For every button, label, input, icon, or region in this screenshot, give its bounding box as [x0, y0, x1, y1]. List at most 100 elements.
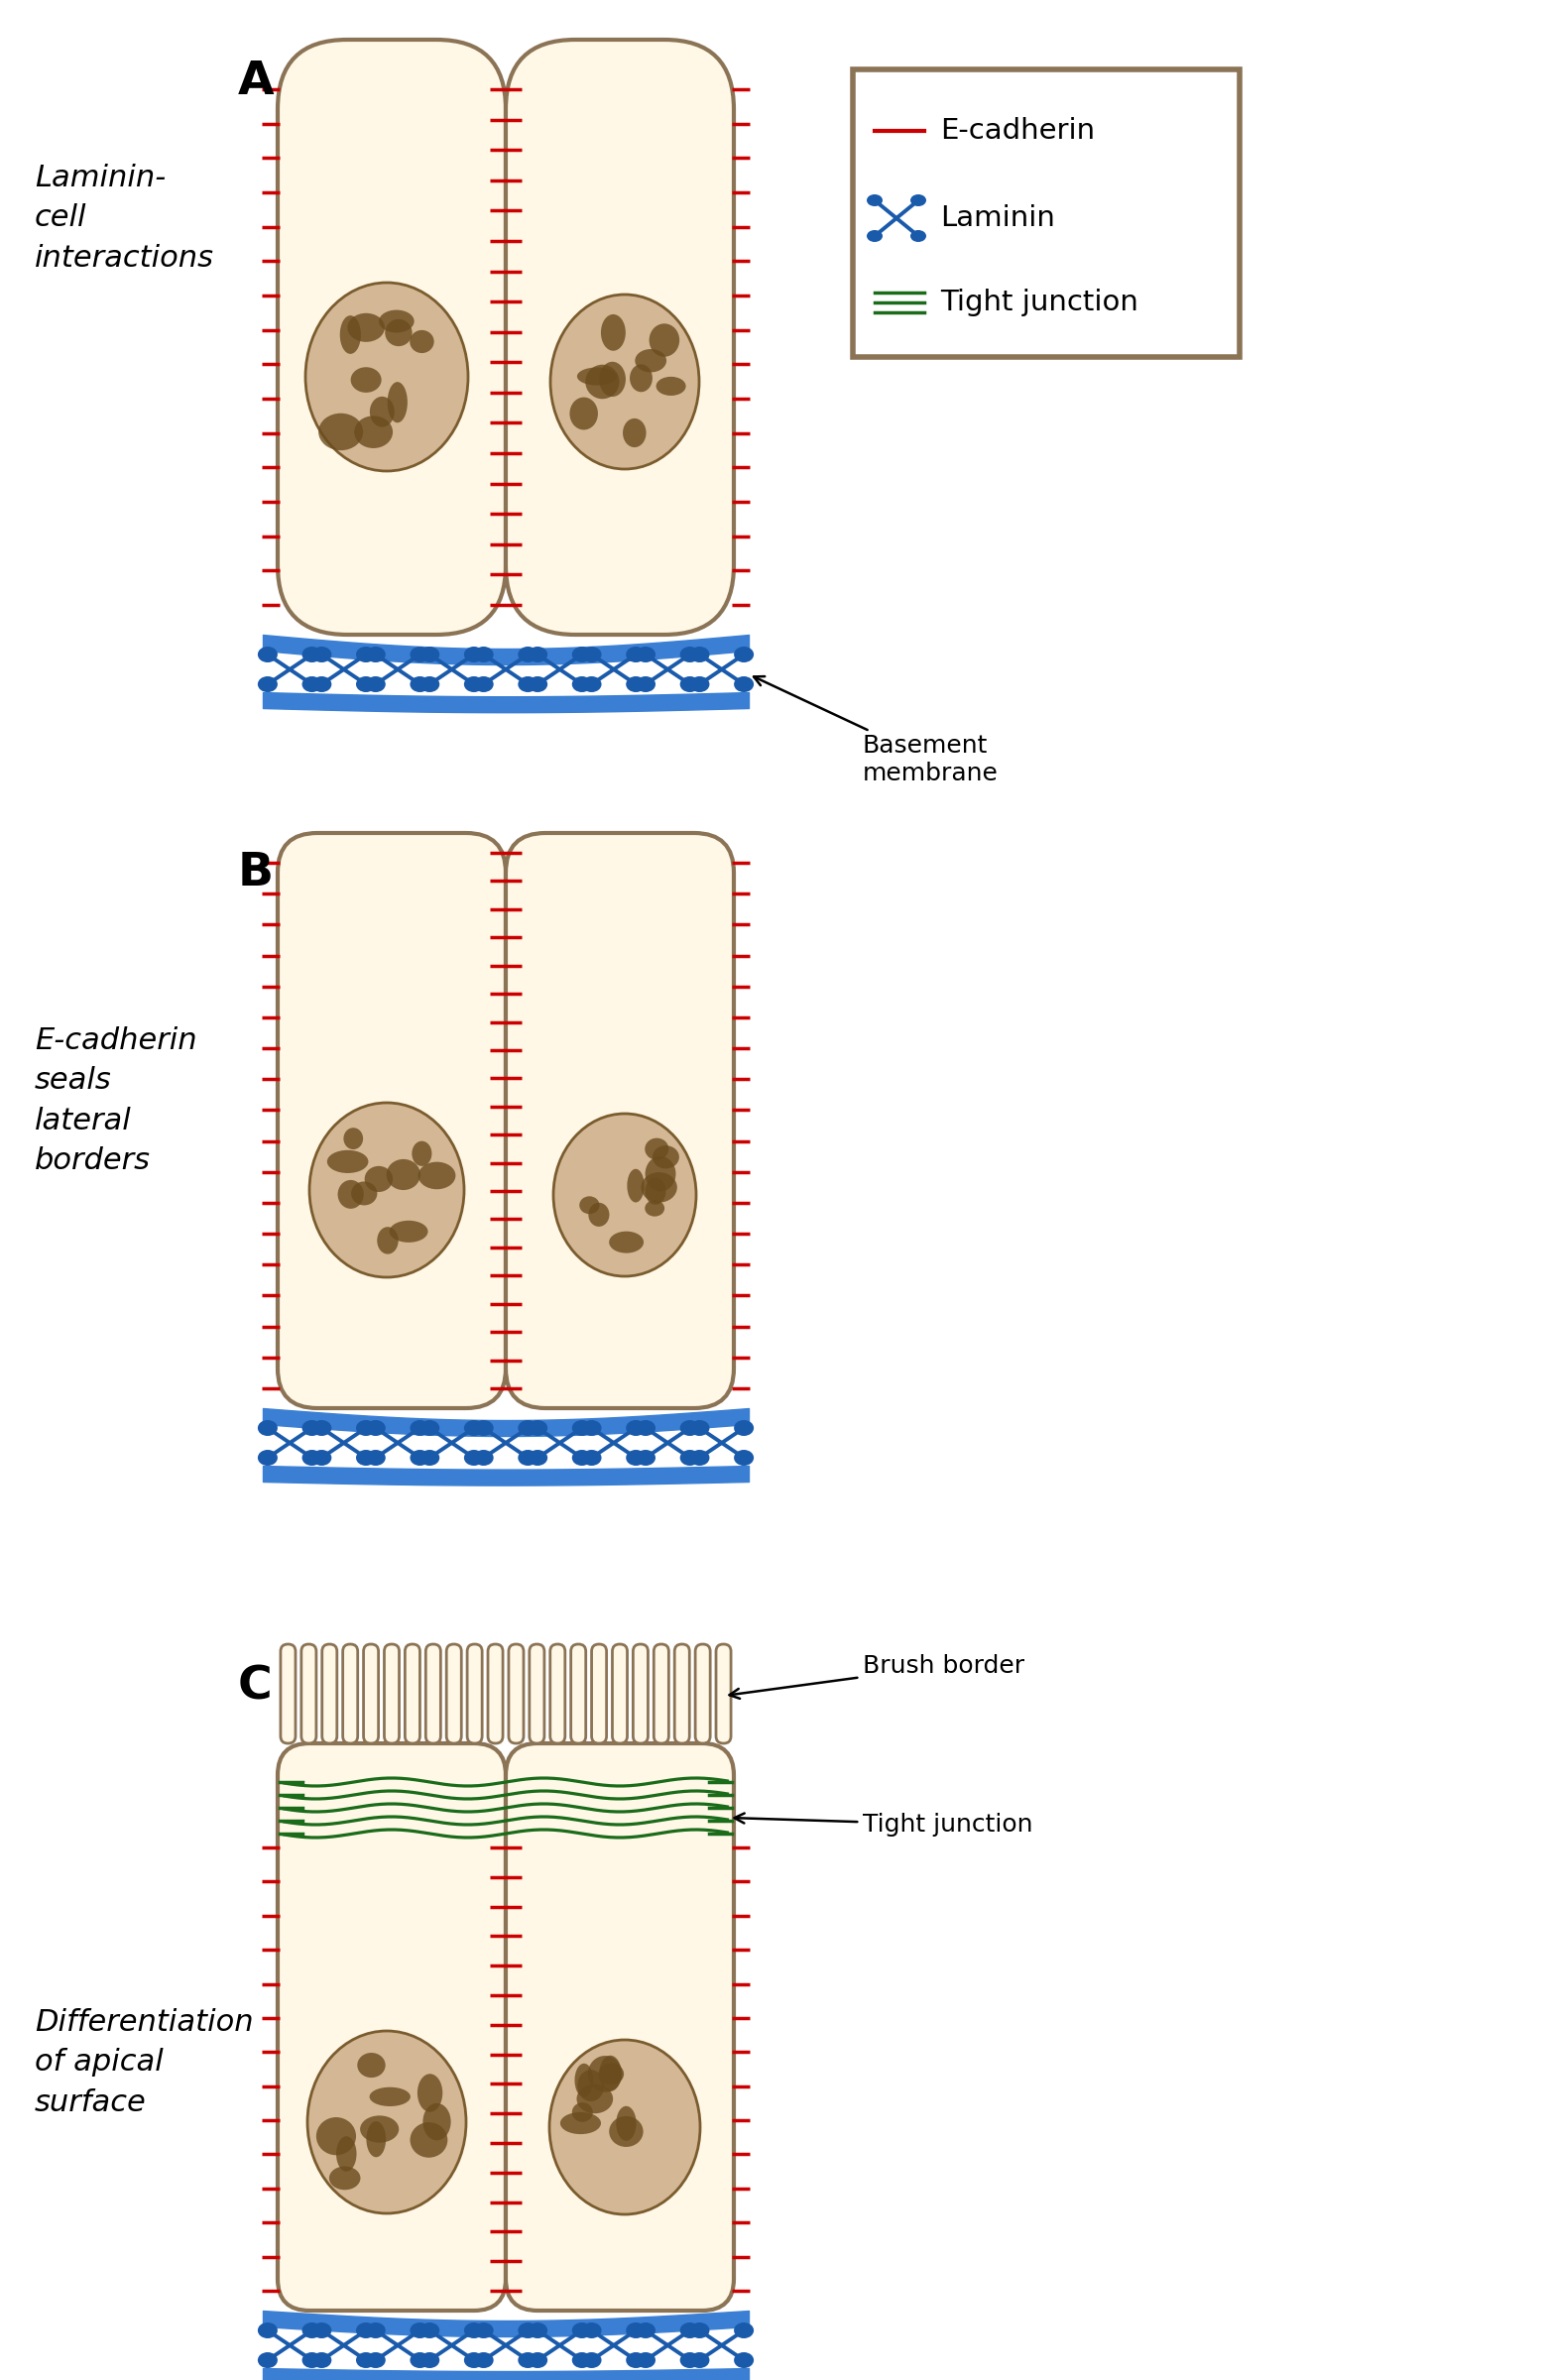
Ellipse shape — [474, 2351, 494, 2368]
Ellipse shape — [626, 676, 646, 693]
Ellipse shape — [589, 1202, 609, 1226]
Ellipse shape — [734, 647, 754, 662]
Ellipse shape — [582, 1449, 601, 1466]
Ellipse shape — [680, 1449, 700, 1466]
Ellipse shape — [310, 1102, 465, 1278]
FancyBboxPatch shape — [634, 1645, 647, 1742]
Ellipse shape — [626, 2323, 646, 2337]
Ellipse shape — [338, 1180, 364, 1209]
Text: C: C — [239, 1664, 273, 1709]
Ellipse shape — [582, 2351, 601, 2368]
Ellipse shape — [474, 1421, 494, 1435]
Ellipse shape — [410, 1421, 429, 1435]
Text: E-cadherin: E-cadherin — [940, 117, 1095, 145]
Ellipse shape — [578, 2071, 604, 2102]
FancyBboxPatch shape — [342, 1645, 358, 1742]
FancyBboxPatch shape — [364, 1645, 378, 1742]
Ellipse shape — [356, 2351, 376, 2368]
Ellipse shape — [867, 195, 883, 207]
Ellipse shape — [550, 295, 699, 469]
Ellipse shape — [305, 283, 468, 471]
Ellipse shape — [359, 2116, 400, 2142]
Ellipse shape — [257, 647, 277, 662]
Ellipse shape — [302, 1421, 322, 1435]
Ellipse shape — [734, 1421, 754, 1435]
FancyBboxPatch shape — [612, 1645, 627, 1742]
Ellipse shape — [387, 381, 407, 424]
FancyBboxPatch shape — [716, 1645, 731, 1742]
Ellipse shape — [680, 2351, 700, 2368]
Ellipse shape — [689, 1449, 709, 1466]
Ellipse shape — [911, 195, 926, 207]
Ellipse shape — [517, 2351, 538, 2368]
Ellipse shape — [626, 1449, 646, 1466]
Ellipse shape — [517, 2323, 538, 2337]
Ellipse shape — [380, 309, 414, 333]
Ellipse shape — [572, 676, 592, 693]
Text: E-cadherin
seals
lateral
borders: E-cadherin seals lateral borders — [34, 1026, 197, 1176]
FancyBboxPatch shape — [446, 1645, 462, 1742]
Ellipse shape — [635, 676, 655, 693]
FancyBboxPatch shape — [674, 1645, 689, 1742]
Ellipse shape — [366, 2323, 386, 2337]
Ellipse shape — [410, 676, 429, 693]
FancyBboxPatch shape — [507, 1742, 734, 2311]
Ellipse shape — [302, 2351, 322, 2368]
FancyBboxPatch shape — [654, 1645, 669, 1742]
Ellipse shape — [347, 314, 384, 343]
Ellipse shape — [257, 1421, 277, 1435]
Ellipse shape — [410, 2123, 448, 2159]
Ellipse shape — [257, 2351, 277, 2368]
Ellipse shape — [734, 2323, 754, 2337]
Ellipse shape — [635, 1421, 655, 1435]
Ellipse shape — [689, 2351, 709, 2368]
FancyBboxPatch shape — [550, 1645, 565, 1742]
Ellipse shape — [257, 676, 277, 693]
Ellipse shape — [311, 2351, 331, 2368]
Ellipse shape — [327, 1150, 369, 1173]
Ellipse shape — [366, 647, 386, 662]
Ellipse shape — [617, 2106, 637, 2142]
FancyBboxPatch shape — [853, 69, 1239, 357]
Ellipse shape — [734, 1449, 754, 1466]
Ellipse shape — [517, 647, 538, 662]
Ellipse shape — [635, 350, 666, 371]
Ellipse shape — [689, 676, 709, 693]
Ellipse shape — [528, 2323, 547, 2337]
Ellipse shape — [311, 1421, 331, 1435]
Ellipse shape — [420, 1421, 440, 1435]
Ellipse shape — [570, 397, 598, 431]
Ellipse shape — [652, 1145, 678, 1169]
Ellipse shape — [356, 676, 376, 693]
Ellipse shape — [587, 2056, 623, 2092]
Ellipse shape — [517, 676, 538, 693]
Ellipse shape — [302, 2323, 322, 2337]
Ellipse shape — [302, 1449, 322, 1466]
Ellipse shape — [336, 2137, 356, 2171]
Text: Tight junction: Tight junction — [940, 288, 1139, 317]
Ellipse shape — [572, 2351, 592, 2368]
Ellipse shape — [646, 1157, 675, 1192]
Ellipse shape — [370, 2087, 410, 2106]
Ellipse shape — [635, 1449, 655, 1466]
Ellipse shape — [572, 2102, 593, 2123]
FancyBboxPatch shape — [530, 1645, 544, 1742]
Ellipse shape — [680, 676, 700, 693]
Ellipse shape — [344, 1128, 362, 1150]
FancyBboxPatch shape — [426, 1645, 440, 1742]
Ellipse shape — [644, 1138, 669, 1159]
Ellipse shape — [474, 1449, 494, 1466]
Ellipse shape — [302, 647, 322, 662]
Ellipse shape — [689, 2323, 709, 2337]
Ellipse shape — [578, 367, 617, 386]
Ellipse shape — [420, 2351, 440, 2368]
Ellipse shape — [420, 2323, 440, 2337]
Ellipse shape — [420, 676, 440, 693]
Ellipse shape — [572, 1449, 592, 1466]
FancyBboxPatch shape — [488, 1645, 503, 1742]
FancyBboxPatch shape — [592, 1645, 607, 1742]
Ellipse shape — [528, 647, 547, 662]
Ellipse shape — [635, 2323, 655, 2337]
Ellipse shape — [257, 1449, 277, 1466]
Ellipse shape — [370, 397, 395, 426]
